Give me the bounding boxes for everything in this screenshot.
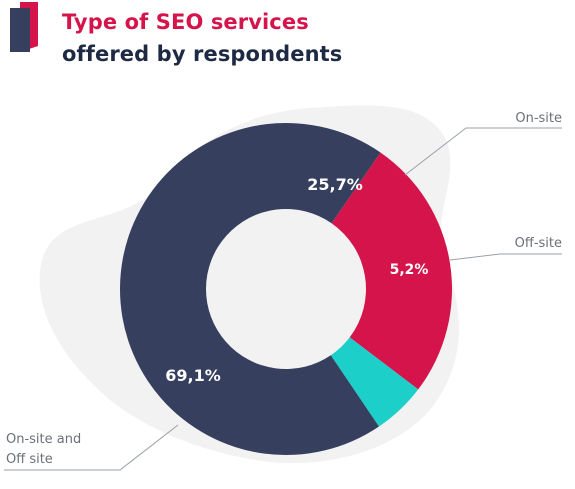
external-label-on-site: On-site bbox=[515, 111, 562, 126]
value-label-on-site: 25,7% bbox=[307, 175, 363, 194]
leader-line-on-site bbox=[404, 127, 562, 176]
leader-lines bbox=[4, 127, 562, 471]
chart-title: Type of SEO services offered by responde… bbox=[62, 6, 342, 70]
chart-labels: 25,7% 5,2% 69,1% On-site Off-site On-site and… bbox=[6, 111, 562, 467]
slice-on-site bbox=[331, 152, 452, 390]
donut-slices bbox=[119, 123, 452, 456]
value-label-off-site: 5,2% bbox=[390, 262, 429, 278]
chart-title-line2: offered by respondents bbox=[62, 42, 343, 66]
external-label-off-site-line2: Off site bbox=[6, 452, 53, 467]
external-label-off-site: Off-site bbox=[515, 236, 562, 251]
leader-line-on-site-and-off-site bbox=[4, 424, 179, 471]
chart-title-line1: Type of SEO services bbox=[62, 10, 309, 34]
leader-line-off-site bbox=[449, 253, 562, 261]
slice-off-site bbox=[330, 337, 419, 427]
external-label-on-site-and-line1: On-site and bbox=[6, 432, 81, 447]
slice-on-site-and-off-site bbox=[119, 123, 381, 456]
value-label-on-site-and-off-site: 69,1% bbox=[165, 366, 221, 385]
brand-logo-icon bbox=[0, 0, 44, 56]
